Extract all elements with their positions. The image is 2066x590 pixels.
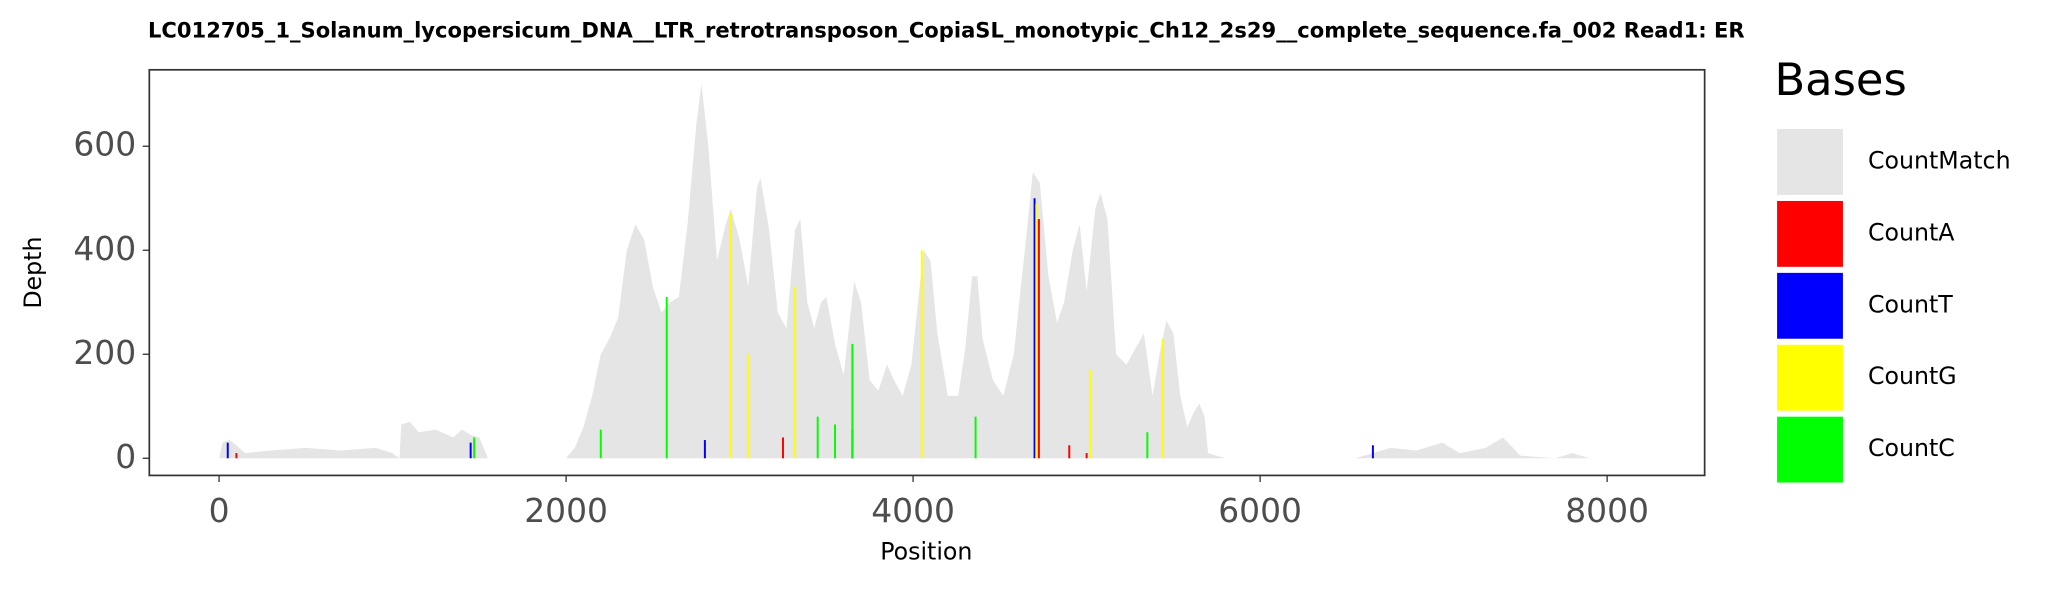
legend-key	[1777, 272, 1843, 339]
spike	[599, 429, 602, 459]
spike	[974, 416, 977, 459]
spike	[1037, 219, 1040, 459]
spike	[1085, 453, 1088, 459]
y-tick-label: 200	[73, 333, 136, 372]
legend-label: CountG	[1868, 362, 1957, 390]
legend-key	[1777, 344, 1843, 411]
x-tick-label: 8000	[1565, 491, 1649, 530]
legend-label: CountC	[1868, 434, 1955, 462]
x-tick-label: 0	[209, 491, 230, 530]
y-tick-label: 0	[115, 437, 136, 476]
spike	[469, 442, 472, 459]
x-axis-label: Position	[880, 538, 972, 566]
spike	[473, 437, 476, 459]
legend-title: Bases	[1774, 53, 1906, 106]
y-axis-label: Depth	[19, 237, 47, 309]
spike	[794, 286, 797, 459]
spike	[1161, 338, 1164, 459]
spike	[834, 424, 837, 459]
spike	[781, 437, 784, 459]
x-tick-label: 4000	[871, 491, 955, 530]
spike	[747, 354, 750, 459]
legend-key	[1777, 200, 1843, 267]
chart-title: LC012705_1_Solanum_lycopersicum_DNA__LTR…	[148, 18, 1745, 43]
spike	[920, 250, 923, 459]
spike	[816, 416, 819, 459]
legend-label: CountT	[1868, 290, 1953, 318]
legend-label: CountMatch	[1868, 146, 2011, 174]
spike	[1035, 203, 1038, 459]
spike	[1068, 445, 1071, 459]
y-tick-label: 400	[73, 229, 136, 268]
spike	[235, 453, 238, 459]
spike	[665, 297, 668, 459]
spike	[703, 440, 706, 459]
legend-key	[1777, 416, 1843, 483]
spike	[729, 213, 732, 459]
spike	[1089, 369, 1092, 459]
spike	[226, 442, 229, 459]
x-tick-label: 6000	[1218, 491, 1302, 530]
legend-key	[1777, 129, 1843, 195]
spike	[1146, 432, 1149, 459]
x-tick-label: 2000	[524, 491, 608, 530]
y-tick-label: 600	[73, 125, 136, 164]
spike	[1033, 198, 1036, 459]
spike	[1371, 445, 1374, 459]
legend-label: CountA	[1868, 218, 1955, 246]
plot-border	[148, 68, 1706, 477]
spike	[851, 343, 854, 459]
